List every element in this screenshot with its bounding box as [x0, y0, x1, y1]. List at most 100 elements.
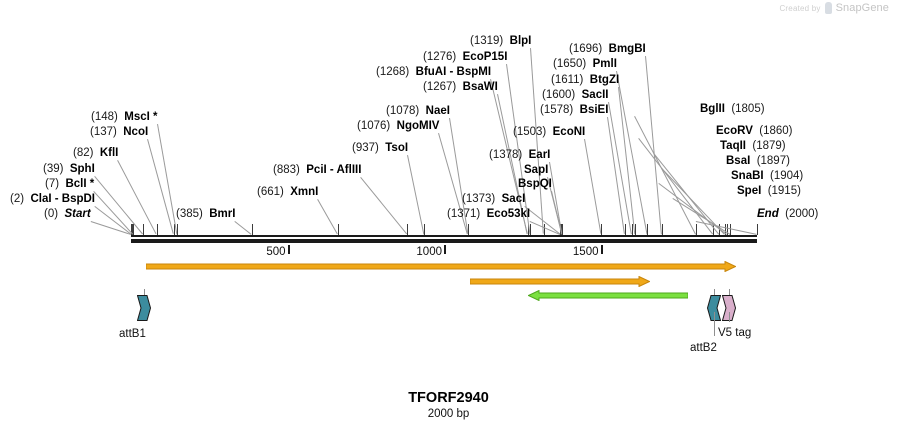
feature-arrow-orf-partial[interactable] [470, 276, 650, 287]
enzyme-label-bglii[interactable]: BglII (1805) [700, 103, 765, 116]
leader-line [530, 48, 544, 235]
enzyme-label-bmgbi[interactable]: (1696) BmgBI [569, 43, 646, 56]
enzyme-position: (1503) [513, 126, 547, 138]
cut-site-tick [156, 224, 158, 235]
watermark-brand: SnapGene [835, 2, 889, 14]
enzyme-name: BfuAI - BspMI [415, 66, 492, 78]
cut-site-tick [543, 224, 545, 235]
enzyme-label-saci[interactable]: (1373) SacI [462, 193, 525, 206]
feature-marker-attb1[interactable] [137, 295, 151, 321]
enzyme-position: (1696) [569, 43, 603, 55]
enzyme-name: NgoMIV [396, 120, 440, 132]
enzyme-label-clai-bspdi[interactable]: (2) ClaI - BspDI [10, 193, 95, 206]
leader-line [661, 168, 725, 235]
enzyme-name: SapI [524, 164, 549, 176]
enzyme-position: (1078) [386, 105, 420, 117]
enzyme-position: (148) [91, 111, 118, 123]
enzyme-position: (661) [257, 186, 284, 198]
feature-marker-attb2[interactable] [707, 295, 721, 321]
feature-marker-v5-tag[interactable] [722, 295, 736, 321]
enzyme-label-snabi[interactable]: SnaBI (1904) [731, 170, 803, 183]
enzyme-label-ecop15i[interactable]: (1276) EcoP15I [423, 51, 507, 64]
feature-stem-lower [714, 312, 715, 336]
feature-stem [144, 289, 145, 295]
ruler-tick [444, 245, 446, 254]
enzyme-label-start[interactable]: (0) Start [44, 208, 91, 221]
cut-site-tick [530, 224, 532, 235]
enzyme-label-bsiei[interactable]: (1578) BsiEI [540, 104, 608, 117]
cut-site-tick [173, 224, 175, 235]
enzyme-label-end[interactable]: End (2000) [757, 208, 818, 221]
cut-site-tick [631, 224, 633, 235]
ruler-tick [600, 245, 603, 254]
cut-site-tick [661, 224, 663, 235]
enzyme-label-econi[interactable]: (1503) EcoNI [513, 126, 585, 139]
leader-line [607, 117, 625, 235]
enzyme-label-kfli[interactable]: (82) KflI [73, 147, 118, 160]
leader-line [529, 221, 561, 235]
enzyme-label-bsawi[interactable]: (1267) BsaWI [423, 81, 498, 94]
enzyme-position: (1076) [357, 120, 391, 132]
enzyme-position: (137) [90, 126, 117, 138]
enzyme-label-spei[interactable]: SpeI (1915) [737, 185, 801, 198]
leader-line [93, 191, 134, 235]
enzyme-name: TaqII [720, 140, 746, 152]
enzyme-position: (1276) [423, 51, 457, 63]
enzyme-label-msci[interactable]: (148) MscI * [91, 111, 158, 124]
enzyme-label-bcli[interactable]: (7) BclI * [45, 178, 94, 191]
enzyme-label-sacii[interactable]: (1600) SacII [542, 89, 609, 102]
enzyme-name: End [757, 208, 779, 220]
cut-site-tick [177, 224, 179, 235]
leader-line [407, 155, 425, 235]
enzyme-position: (2) [10, 193, 25, 205]
enzyme-position: (1897) [756, 155, 790, 167]
enzyme-name: BmrI [209, 208, 236, 220]
feature-arrow-orf-reverse[interactable] [528, 290, 688, 301]
feature-label-attb2: attB2 [690, 342, 717, 354]
enzyme-label-ecorv[interactable]: EcoRV (1860) [716, 125, 793, 138]
enzyme-position: (1267) [423, 81, 457, 93]
enzyme-name: SnaBI [731, 170, 764, 182]
enzyme-name: BsaI [726, 155, 751, 167]
enzyme-position: (1578) [540, 104, 574, 116]
enzyme-label-xmni[interactable]: (661) XmnI [257, 186, 318, 199]
backbone-line-bottom [131, 239, 757, 243]
enzyme-label-bmri[interactable]: (385) BmrI [176, 208, 235, 221]
enzyme-name: SpeI [737, 185, 762, 197]
leader-line [94, 176, 144, 235]
enzyme-label-tsoi[interactable]: (937) TsoI [352, 142, 408, 155]
enzyme-position: (1860) [759, 125, 793, 137]
enzyme-label-btgzi[interactable]: (1611) BtgZI [551, 74, 619, 87]
leader-line [234, 221, 252, 235]
enzyme-label-ncoi[interactable]: (137) NcoI [90, 126, 148, 139]
enzyme-label-pcii-aflii[interactable]: (883) PciI - AflIII [273, 164, 361, 177]
leader-line [653, 153, 720, 235]
leader-line [157, 124, 178, 235]
enzyme-label-sphi[interactable]: (39) SphI [43, 163, 95, 176]
cut-site-tick [635, 224, 637, 235]
enzyme-label-bfuai-bspmi[interactable]: (1268) BfuAI - BspMI [376, 66, 491, 79]
leader-line [147, 139, 174, 235]
feature-stem-lower [729, 312, 730, 322]
enzyme-name: NcoI [123, 126, 149, 138]
enzyme-label-taqii[interactable]: TaqII (1879) [720, 140, 786, 153]
enzyme-label-sapi[interactable]: SapI [524, 164, 548, 177]
leader-line [645, 56, 662, 235]
watermark-created-by: Created by [779, 3, 821, 13]
enzyme-label-ngomiv[interactable]: (1076) NgoMIV [357, 120, 439, 133]
cut-site-tick [724, 224, 726, 235]
enzyme-label-blpi[interactable]: (1319) BlpI [470, 35, 531, 48]
enzyme-label-bsai[interactable]: BsaI (1897) [726, 155, 790, 168]
enzyme-label-eari[interactable]: (1378) EarI [489, 149, 550, 162]
cut-site-tick [757, 224, 758, 235]
snapgene-watermark: Created by SnapGene [779, 2, 889, 14]
enzyme-label-eco53ki[interactable]: (1371) Eco53kI [447, 208, 530, 221]
enzyme-name: ClaI - BspDI [30, 193, 95, 205]
cut-site-tick [468, 224, 470, 235]
enzyme-name: SacII [581, 89, 609, 101]
enzyme-label-naei[interactable]: (1078) NaeI [386, 105, 450, 118]
enzyme-label-bspqi[interactable]: BspQI [518, 178, 552, 191]
feature-arrow-orf-full[interactable] [146, 261, 736, 272]
enzyme-label-pmli[interactable]: (1650) PmlI [553, 58, 617, 71]
sequence-length: 2000 bp [427, 408, 470, 420]
